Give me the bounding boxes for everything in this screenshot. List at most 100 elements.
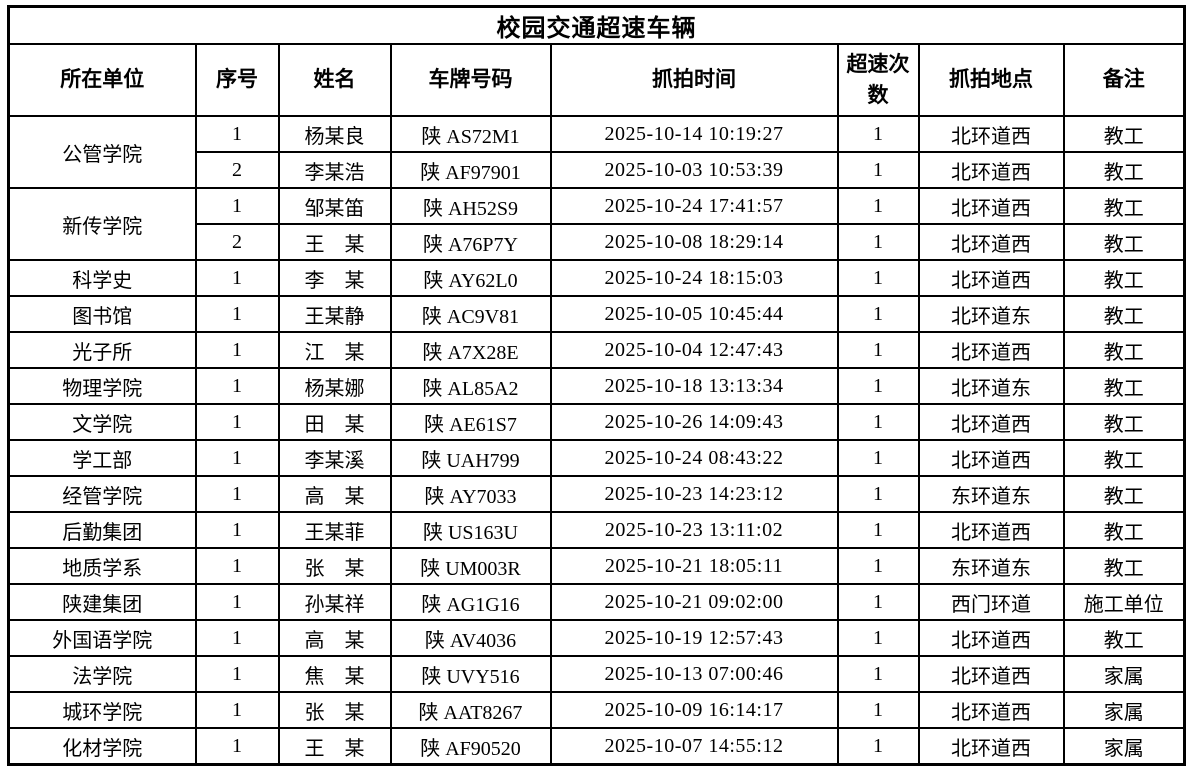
cell-location: 西门环道 bbox=[917, 583, 1065, 621]
cell-no: 1 bbox=[194, 187, 280, 225]
cell-count: 1 bbox=[836, 259, 920, 297]
cell-remark: 教工 bbox=[1062, 439, 1186, 477]
cell-plate: 陕 UVY516 bbox=[389, 655, 552, 693]
table-row: 学工部 1 李某溪陕 UAH799 2025-10-24 08:43:22 1 北环道西教… bbox=[7, 439, 1186, 477]
cell-remark: 教工 bbox=[1062, 151, 1186, 189]
cell-count: 1 bbox=[836, 151, 920, 189]
cell-name: 邹某笛 bbox=[277, 187, 392, 225]
cell-plate: 陕 AF97901 bbox=[389, 151, 552, 189]
cell-plate: 陕 UAH799 bbox=[389, 439, 552, 477]
table-row: 外国语学院 1 高 某陕 AV4036 2025-10-19 12:57:43 1 北环道… bbox=[7, 619, 1186, 657]
table-row: 图书馆 1 王某静陕 AC9V81 2025-10-05 10:45:44 1 北环道东教… bbox=[7, 295, 1186, 333]
header-name: 姓名 bbox=[277, 43, 392, 117]
speeding-vehicles-table: 校园交通超速车辆 所在单位 序号 姓名 车牌号码 抓拍时间 超速次数 抓拍地点 … bbox=[7, 5, 1186, 766]
cell-remark: 教工 bbox=[1062, 511, 1186, 549]
cell-location: 北环道西 bbox=[917, 691, 1065, 729]
cell-time: 2025-10-24 17:41:57 bbox=[549, 187, 839, 225]
cell-name: 王某菲 bbox=[277, 511, 392, 549]
cell-location: 东环道东 bbox=[917, 475, 1065, 513]
cell-location: 北环道西 bbox=[917, 223, 1065, 261]
cell-no: 1 bbox=[194, 511, 280, 549]
cell-plate: 陕 AE61S7 bbox=[389, 403, 552, 441]
cell-name: 王 某 bbox=[277, 727, 392, 766]
cell-time: 2025-10-03 10:53:39 bbox=[549, 151, 839, 189]
cell-name: 李某溪 bbox=[277, 439, 392, 477]
cell-name: 高 某 bbox=[277, 619, 392, 657]
table-row: 新传学院 1 邹某笛陕 AH52S9 2025-10-24 17:41:57 1 北环道西… bbox=[7, 187, 1186, 261]
cell-location: 北环道西 bbox=[917, 151, 1065, 189]
cell-unit: 后勤集团 bbox=[7, 511, 197, 549]
cell-plate: 陕 UM003R bbox=[389, 547, 552, 585]
cell-time: 2025-10-23 13:11:02 bbox=[549, 511, 839, 549]
cell-count: 1 bbox=[836, 115, 920, 153]
cell-plate: 陕 AY7033 bbox=[389, 475, 552, 513]
cell-location: 北环道东 bbox=[917, 295, 1065, 333]
cell-unit: 陕建集团 bbox=[7, 583, 197, 621]
cell-unit: 化材学院 bbox=[7, 727, 197, 766]
cell-unit: 科学史 bbox=[7, 259, 197, 297]
cell-unit: 经管学院 bbox=[7, 475, 197, 513]
cell-name: 高 某 bbox=[277, 475, 392, 513]
cell-count: 1 bbox=[836, 691, 920, 729]
cell-time: 2025-10-07 14:55:12 bbox=[549, 727, 839, 766]
cell-plate: 陕 AL85A2 bbox=[389, 367, 552, 405]
cell-unit: 公管学院 bbox=[7, 115, 197, 189]
table-body: 公管学院 1 杨某良陕 AS72M1 2025-10-14 10:19:27 1 北环道西… bbox=[7, 115, 1186, 766]
cell-name: 李某浩 bbox=[277, 151, 392, 189]
cell-location: 北环道西 bbox=[917, 727, 1065, 766]
cell-remark: 教工 bbox=[1062, 223, 1186, 261]
cell-name: 杨某良 bbox=[277, 115, 392, 153]
cell-no: 1 bbox=[194, 295, 280, 333]
cell-plate: 陕 AY62L0 bbox=[389, 259, 552, 297]
cell-count: 1 bbox=[836, 187, 920, 225]
cell-no: 1 bbox=[194, 259, 280, 297]
table-row: 物理学院 1 杨某娜陕 AL85A2 2025-10-18 13:13:34 1 北环道东… bbox=[7, 367, 1186, 405]
cell-no: 1 bbox=[194, 439, 280, 477]
cell-location: 北环道西 bbox=[917, 511, 1065, 549]
cell-count: 1 bbox=[836, 727, 920, 766]
table-header-row: 所在单位 序号 姓名 车牌号码 抓拍时间 超速次数 抓拍地点 备注 bbox=[7, 43, 1186, 117]
cell-no: 1 bbox=[194, 115, 280, 153]
table-row: 经管学院 1 高 某陕 AY7033 2025-10-23 14:23:12 1 东环道东… bbox=[7, 475, 1186, 513]
cell-name: 李 某 bbox=[277, 259, 392, 297]
cell-plate: 陕 A7X28E bbox=[389, 331, 552, 369]
cell-time: 2025-10-08 18:29:14 bbox=[549, 223, 839, 261]
cell-name: 江 某 bbox=[277, 331, 392, 369]
cell-unit: 城环学院 bbox=[7, 691, 197, 729]
cell-no: 1 bbox=[194, 331, 280, 369]
cell-remark: 教工 bbox=[1062, 475, 1186, 513]
header-location: 抓拍地点 bbox=[917, 43, 1065, 117]
header-unit: 所在单位 bbox=[7, 43, 197, 117]
cell-no: 1 bbox=[194, 367, 280, 405]
cell-no: 1 bbox=[194, 655, 280, 693]
cell-remark: 教工 bbox=[1062, 619, 1186, 657]
cell-plate: 陕 AH52S9 bbox=[389, 187, 552, 225]
cell-time: 2025-10-19 12:57:43 bbox=[549, 619, 839, 657]
cell-name: 王 某 bbox=[277, 223, 392, 261]
table-row: 地质学系 1 张 某陕 UM003R 2025-10-21 18:05:11 1 东环道东… bbox=[7, 547, 1186, 585]
table-row: 后勤集团 1 王某菲陕 US163U 2025-10-23 13:11:02 1 北环道西… bbox=[7, 511, 1186, 549]
cell-time: 2025-10-13 07:00:46 bbox=[549, 655, 839, 693]
cell-plate: 陕 AC9V81 bbox=[389, 295, 552, 333]
cell-count: 1 bbox=[836, 511, 920, 549]
page-title: 校园交通超速车辆 bbox=[7, 5, 1186, 45]
cell-plate: 陕 AAT8267 bbox=[389, 691, 552, 729]
table-row: 陕建集团 1 孙某祥陕 AG1G16 2025-10-21 09:02:00 1 西门环道… bbox=[7, 583, 1186, 621]
cell-unit: 外国语学院 bbox=[7, 619, 197, 657]
cell-plate: 陕 AS72M1 bbox=[389, 115, 552, 153]
cell-remark: 教工 bbox=[1062, 403, 1186, 441]
table-row: 公管学院 1 杨某良陕 AS72M1 2025-10-14 10:19:27 1 北环道西… bbox=[7, 115, 1186, 189]
cell-location: 北环道西 bbox=[917, 439, 1065, 477]
table-row: 科学史 1 李 某陕 AY62L0 2025-10-24 18:15:03 1 北环道西教… bbox=[7, 259, 1186, 297]
cell-no: 1 bbox=[194, 475, 280, 513]
cell-unit: 法学院 bbox=[7, 655, 197, 693]
cell-location: 北环道西 bbox=[917, 403, 1065, 441]
cell-unit: 学工部 bbox=[7, 439, 197, 477]
cell-remark: 教工 bbox=[1062, 295, 1186, 333]
cell-no: 1 bbox=[194, 727, 280, 766]
cell-count: 1 bbox=[836, 367, 920, 405]
cell-unit: 光子所 bbox=[7, 331, 197, 369]
cell-count: 1 bbox=[836, 331, 920, 369]
cell-name: 孙某祥 bbox=[277, 583, 392, 621]
